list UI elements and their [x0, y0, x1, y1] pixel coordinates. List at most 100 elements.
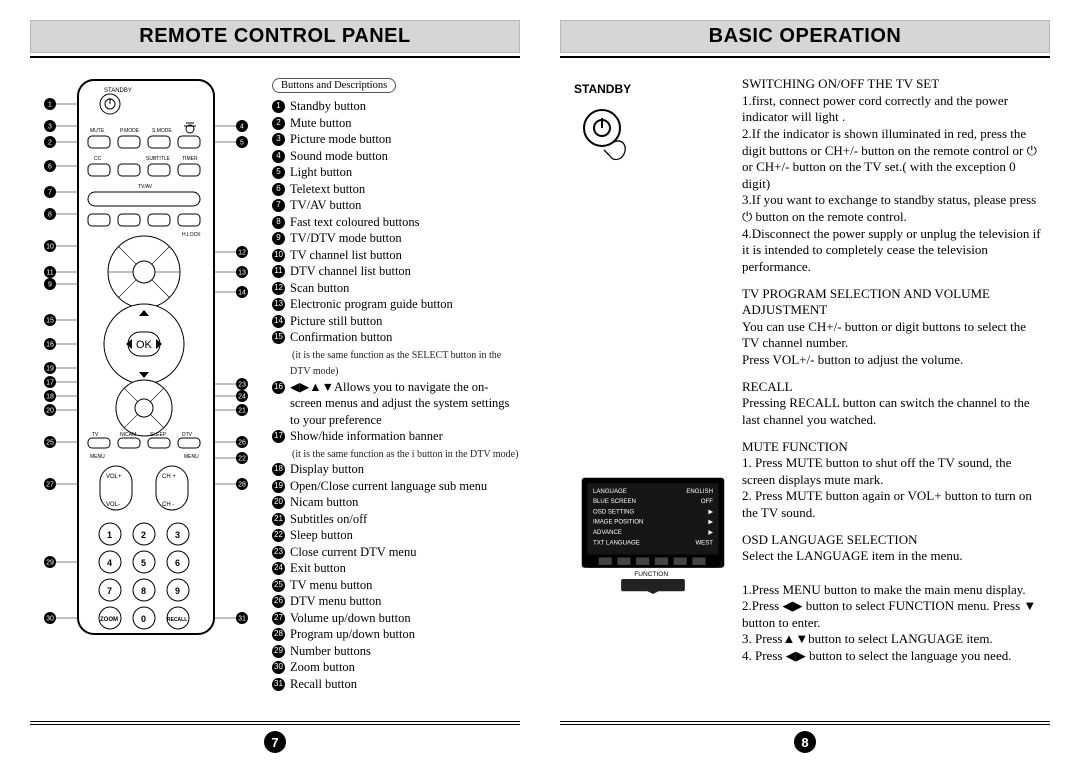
svg-text:SLEEP: SLEEP	[150, 432, 167, 438]
desc-number: 19	[272, 480, 285, 493]
svg-text:MENU: MENU	[90, 454, 105, 460]
desc-number: 26	[272, 595, 285, 608]
rule-double	[30, 721, 520, 725]
desc-text: Mute button	[290, 116, 351, 130]
section-line: 3.If you want to exchange to standby sta…	[742, 192, 1044, 225]
svg-text:7: 7	[48, 190, 52, 197]
desc-item: 23Close current DTV menu	[272, 544, 520, 561]
desc-number: 31	[272, 678, 285, 691]
section-line: 2. Press MUTE button again or VOL+ butto…	[742, 488, 1044, 521]
desc-number: 4	[272, 150, 285, 163]
svg-text:30: 30	[46, 616, 54, 623]
desc-item: 1Standby button	[272, 98, 520, 115]
osd-tv-illustration: LANGUAGEENGLISHBLUE SCREENOFFOSD SETTING…	[570, 474, 720, 596]
desc-item: 14 Picture still button	[272, 313, 520, 330]
svg-text:14: 14	[238, 290, 246, 297]
desc-number: 17	[272, 430, 285, 443]
desc-number: 29	[272, 645, 285, 658]
right-banner: BASIC OPERATION	[560, 20, 1050, 53]
section: OSD LANGUAGE SELECTIONSelect the LANGUAG…	[742, 532, 1044, 665]
svg-text:10: 10	[46, 244, 54, 251]
svg-text:27: 27	[46, 482, 54, 489]
desc-number: 28	[272, 628, 285, 641]
rule	[30, 56, 520, 58]
svg-text:12: 12	[238, 250, 246, 257]
section-line: 1. Press MUTE button to shut off the TV …	[742, 455, 1044, 488]
left-banner: REMOTE CONTROL PANEL	[30, 20, 520, 53]
desc-text: Exit button	[290, 561, 346, 575]
desc-text: Standby button	[290, 99, 366, 113]
rule-double	[560, 721, 1050, 725]
svg-text:8: 8	[141, 586, 146, 596]
desc-item: 4 Sound mode button	[272, 148, 520, 165]
svg-text:3: 3	[48, 124, 52, 131]
svg-text:▶: ▶	[708, 508, 713, 515]
desc-text: Display button	[290, 462, 364, 476]
desc-number: 7	[272, 199, 285, 212]
desc-text: Scan button	[290, 281, 349, 295]
desc-number: 20	[272, 496, 285, 509]
section-heading: RECALL	[742, 379, 1044, 396]
svg-text:7: 7	[107, 586, 112, 596]
desc-item: 12Scan button	[272, 280, 520, 297]
desc-item: 13Electronic program guide button	[272, 296, 520, 313]
desc-text: Picture still button	[290, 314, 382, 328]
section-line: 3. Press▲▼button to select LANGUAGE item…	[742, 631, 1044, 648]
svg-text:3: 3	[175, 530, 180, 540]
svg-text:NICAM: NICAM	[120, 432, 136, 438]
desc-item: 25TV menu button	[272, 577, 520, 594]
desc-text: Nicam button	[290, 495, 358, 509]
section-line: 4.Disconnect the power supply or unplug …	[742, 226, 1044, 276]
desc-item: 18 Display button	[272, 461, 520, 478]
desc-text: Sound mode button	[290, 149, 388, 163]
desc-number: 5	[272, 166, 285, 179]
svg-text:13: 13	[238, 270, 246, 277]
svg-text:DTV: DTV	[182, 432, 193, 438]
svg-text:SUBTITLE: SUBTITLE	[146, 156, 171, 162]
svg-text:ADVANCE: ADVANCE	[593, 529, 622, 536]
descriptions-list: 1Standby button2Mute button3Picture mode…	[272, 98, 520, 692]
svg-text:IMAGE POSITION: IMAGE POSITION	[593, 519, 643, 526]
svg-text:19: 19	[46, 366, 54, 373]
desc-text: Fast text coloured buttons	[290, 215, 420, 229]
desc-number: 14	[272, 315, 285, 328]
desc-number: 11	[272, 265, 285, 278]
svg-text:11: 11	[46, 270, 53, 277]
section: MUTE FUNCTION1. Press MUTE button to shu…	[742, 439, 1044, 522]
section: TV PROGRAM SELECTION AND VOLUME ADJUSTME…	[742, 286, 1044, 369]
descriptions-column: Buttons and Descriptions 1Standby button…	[272, 74, 520, 692]
desc-item: 3Picture mode button	[272, 131, 520, 148]
desc-item: 10TV channel list button	[272, 247, 520, 264]
svg-text:29: 29	[46, 560, 54, 567]
svg-text:6: 6	[175, 558, 180, 568]
desc-item: 16◀▶▲▼Allows you to navigate the on-scre…	[272, 379, 520, 429]
svg-text:S.MODE: S.MODE	[152, 128, 172, 134]
desc-item: 21Subtitles on/off	[272, 511, 520, 528]
svg-text:H.LOCK: H.LOCK	[182, 232, 201, 238]
desc-item: 27Volume up/down button	[272, 610, 520, 627]
desc-item: 31Recall button	[272, 676, 520, 693]
svg-text:0: 0	[141, 614, 146, 624]
desc-number: 16	[272, 381, 285, 394]
section-line: You can use CH+/- button or digit button…	[742, 319, 1044, 352]
desc-number: 13	[272, 298, 285, 311]
remote-svg: STANDBY MUTE P.MODE S.MODE CC SUBTITLE T…	[30, 74, 262, 640]
svg-text:TV: TV	[92, 432, 99, 438]
svg-text:24: 24	[238, 394, 246, 401]
svg-text:2: 2	[48, 140, 52, 147]
desc-text: Teletext button	[290, 182, 365, 196]
desc-item: 6Teletext button	[272, 181, 520, 198]
desc-number: 18	[272, 463, 285, 476]
svg-text:6: 6	[48, 164, 52, 171]
section-heading: TV PROGRAM SELECTION AND VOLUME ADJUSTME…	[742, 286, 1044, 319]
svg-text:P.MODE: P.MODE	[120, 128, 140, 134]
desc-number: 27	[272, 612, 285, 625]
svg-text:RECALL: RECALL	[167, 617, 187, 623]
right-title: BASIC OPERATION	[561, 25, 1049, 48]
section-line: Select the LANGUAGE item in the menu.	[742, 548, 1044, 565]
section-line	[742, 565, 1044, 582]
svg-text:▶: ▶	[708, 519, 713, 526]
svg-text:18: 18	[46, 394, 54, 401]
desc-text: Picture mode button	[290, 132, 391, 146]
svg-text:22: 22	[238, 456, 246, 463]
